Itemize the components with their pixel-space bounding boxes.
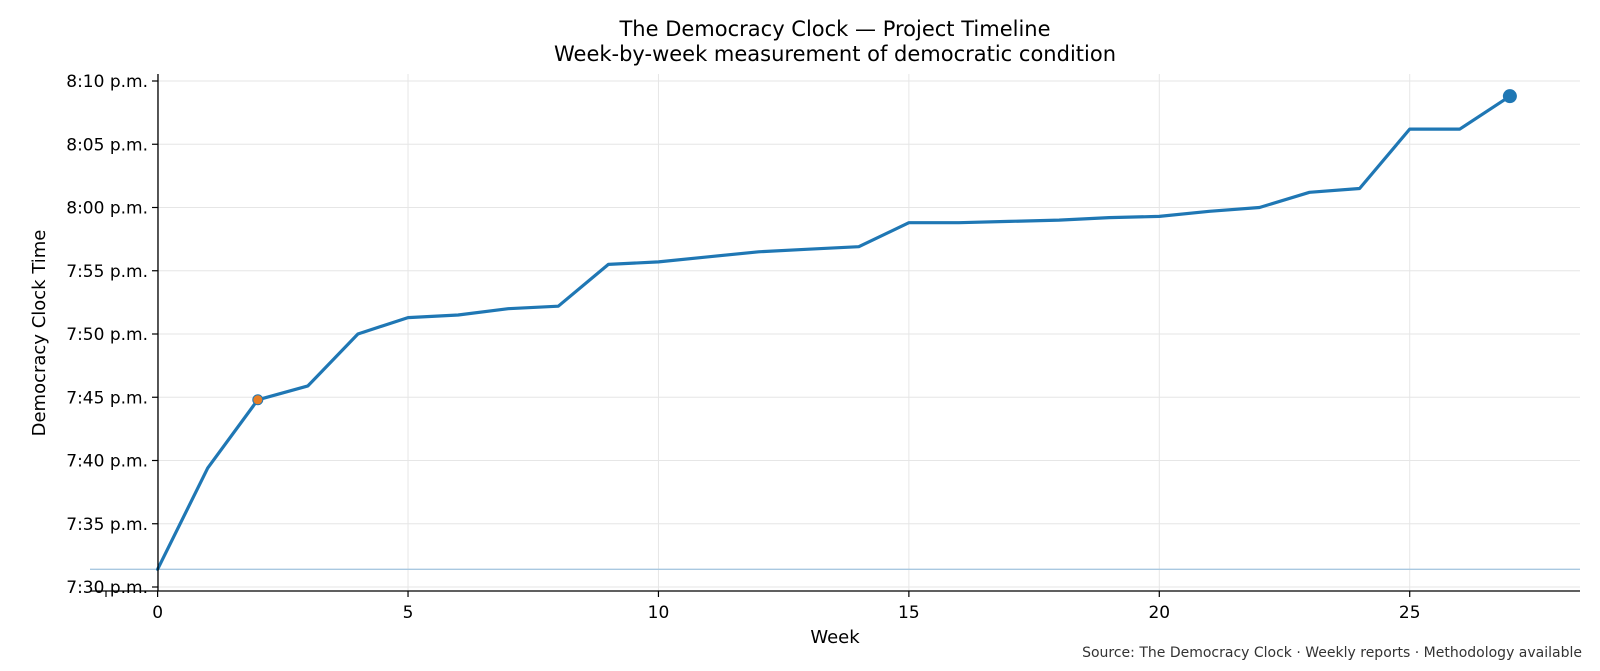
x-tick-label: 15: [898, 603, 920, 623]
x-tick-label: 20: [1148, 603, 1170, 623]
source-note: Source: The Democracy Clock · Weekly rep…: [1082, 645, 1582, 661]
current-point: [1502, 89, 1517, 104]
series-line: [156, 94, 1512, 571]
y-tick-label: 8:00 p.m.: [66, 199, 148, 219]
x-axis-label: Week: [810, 627, 860, 648]
grid-lines: [157, 74, 1580, 591]
highlight-point: [252, 394, 264, 406]
axes: [90, 74, 1580, 597]
x-tick-label: 10: [648, 603, 670, 623]
x-tick-label: 25: [1399, 603, 1421, 623]
x-tick-label: 5: [403, 603, 414, 623]
chart-title: The Democracy Clock — Project Timeline: [618, 17, 1050, 41]
y-axis-label: Democracy Clock Time: [29, 230, 50, 437]
y-tick-label: 7:45 p.m.: [66, 388, 148, 408]
x-tick-label: 0: [152, 603, 163, 623]
y-tick-label: 7:50 p.m.: [66, 325, 148, 345]
marker-group: [252, 89, 1517, 406]
y-tick-label: 7:30 p.m.: [66, 578, 148, 598]
series-group: [156, 94, 1512, 571]
y-tick-label: 7:40 p.m.: [66, 452, 148, 472]
chart-subtitle: Week-by-week measurement of democratic c…: [554, 42, 1116, 66]
y-tick-label: 8:05 p.m.: [66, 135, 148, 155]
y-tick-label: 7:35 p.m.: [66, 515, 148, 535]
tick-labels: 0 5 10 15 20 25 7:30 p.m. 7:35 p.m. 7:40 p.m. 7:4…: [66, 72, 1420, 623]
y-tick-label: 8:10 p.m.: [66, 72, 148, 92]
y-tick-label: 7:55 p.m.: [66, 262, 148, 282]
